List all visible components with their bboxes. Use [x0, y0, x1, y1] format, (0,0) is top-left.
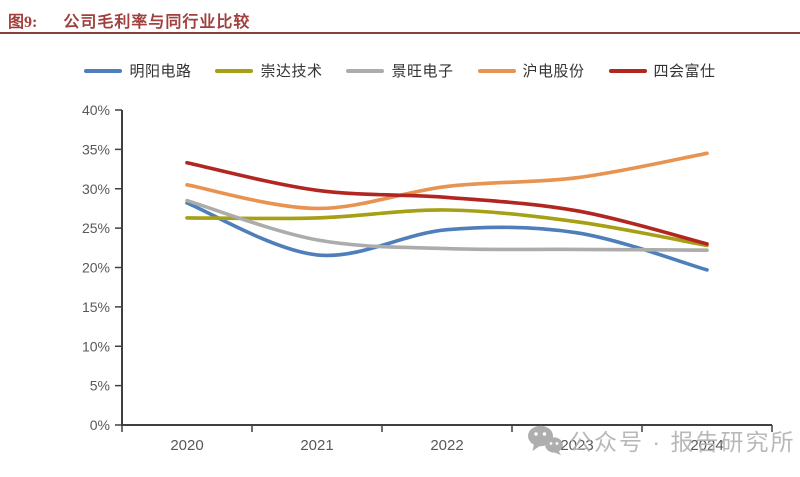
- legend-item-崇达技术: 崇达技术: [215, 60, 322, 81]
- legend-item-四会富仕: 四会富仕: [608, 60, 716, 81]
- x-tick-label: 2022: [430, 437, 463, 454]
- y-tick-label: 10%: [82, 338, 110, 354]
- legend-label: 沪电股份: [522, 63, 585, 80]
- series-line-崇达技术: [185, 208, 709, 248]
- y-tick-label: 25%: [82, 220, 110, 236]
- x-tick-label: 2020: [170, 437, 203, 454]
- x-tick-label: 2023: [560, 437, 593, 454]
- x-tick-label: 2021: [300, 437, 333, 454]
- y-tick-label: 0%: [90, 417, 110, 433]
- legend-swatch: [477, 68, 516, 73]
- y-tick-label: 40%: [82, 102, 110, 118]
- figure-label: 图9:: [8, 14, 38, 31]
- watermark-text: 公众号 · 报告研究所: [569, 429, 796, 455]
- chart-legend: 明阳电路 崇达技术 景旺电子 沪电股份 四会富仕: [0, 60, 800, 81]
- legend-label: 崇达技术: [260, 63, 323, 80]
- y-tick-label: 35%: [82, 141, 110, 157]
- figure-title: 公司毛利率与同行业比较: [63, 14, 251, 31]
- series-line-沪电股份: [185, 151, 709, 211]
- legend-item-沪电股份: 沪电股份: [477, 60, 585, 81]
- figure-header: 图9: 公司毛利率与同行业比较: [8, 8, 800, 32]
- x-tick-label: 2024: [690, 437, 723, 454]
- legend-item-明阳电路: 明阳电路: [84, 60, 191, 81]
- legend-swatch: [84, 68, 123, 73]
- y-tick-label: 20%: [82, 260, 110, 276]
- legend-label: 景旺电子: [391, 63, 454, 80]
- axis-lines: [121, 110, 772, 426]
- legend-label: 明阳电路: [129, 63, 192, 80]
- series-line-明阳电路: [185, 201, 709, 272]
- legend-swatch: [346, 68, 385, 73]
- y-tick-label: 30%: [82, 181, 110, 197]
- legend-label: 四会富仕: [653, 63, 716, 80]
- y-tick-label: 5%: [90, 378, 110, 394]
- series-line-四会富仕: [185, 160, 709, 246]
- series-line-景旺电子: [185, 198, 709, 252]
- legend-item-景旺电子: 景旺电子: [346, 60, 453, 81]
- wechat-icon: [528, 425, 563, 455]
- watermark: 公众号 · 报告研究所: [527, 423, 795, 457]
- legend-swatch: [215, 68, 254, 73]
- legend-swatch: [608, 68, 647, 73]
- y-tick-label: 15%: [82, 299, 110, 315]
- title-divider: [0, 32, 800, 34]
